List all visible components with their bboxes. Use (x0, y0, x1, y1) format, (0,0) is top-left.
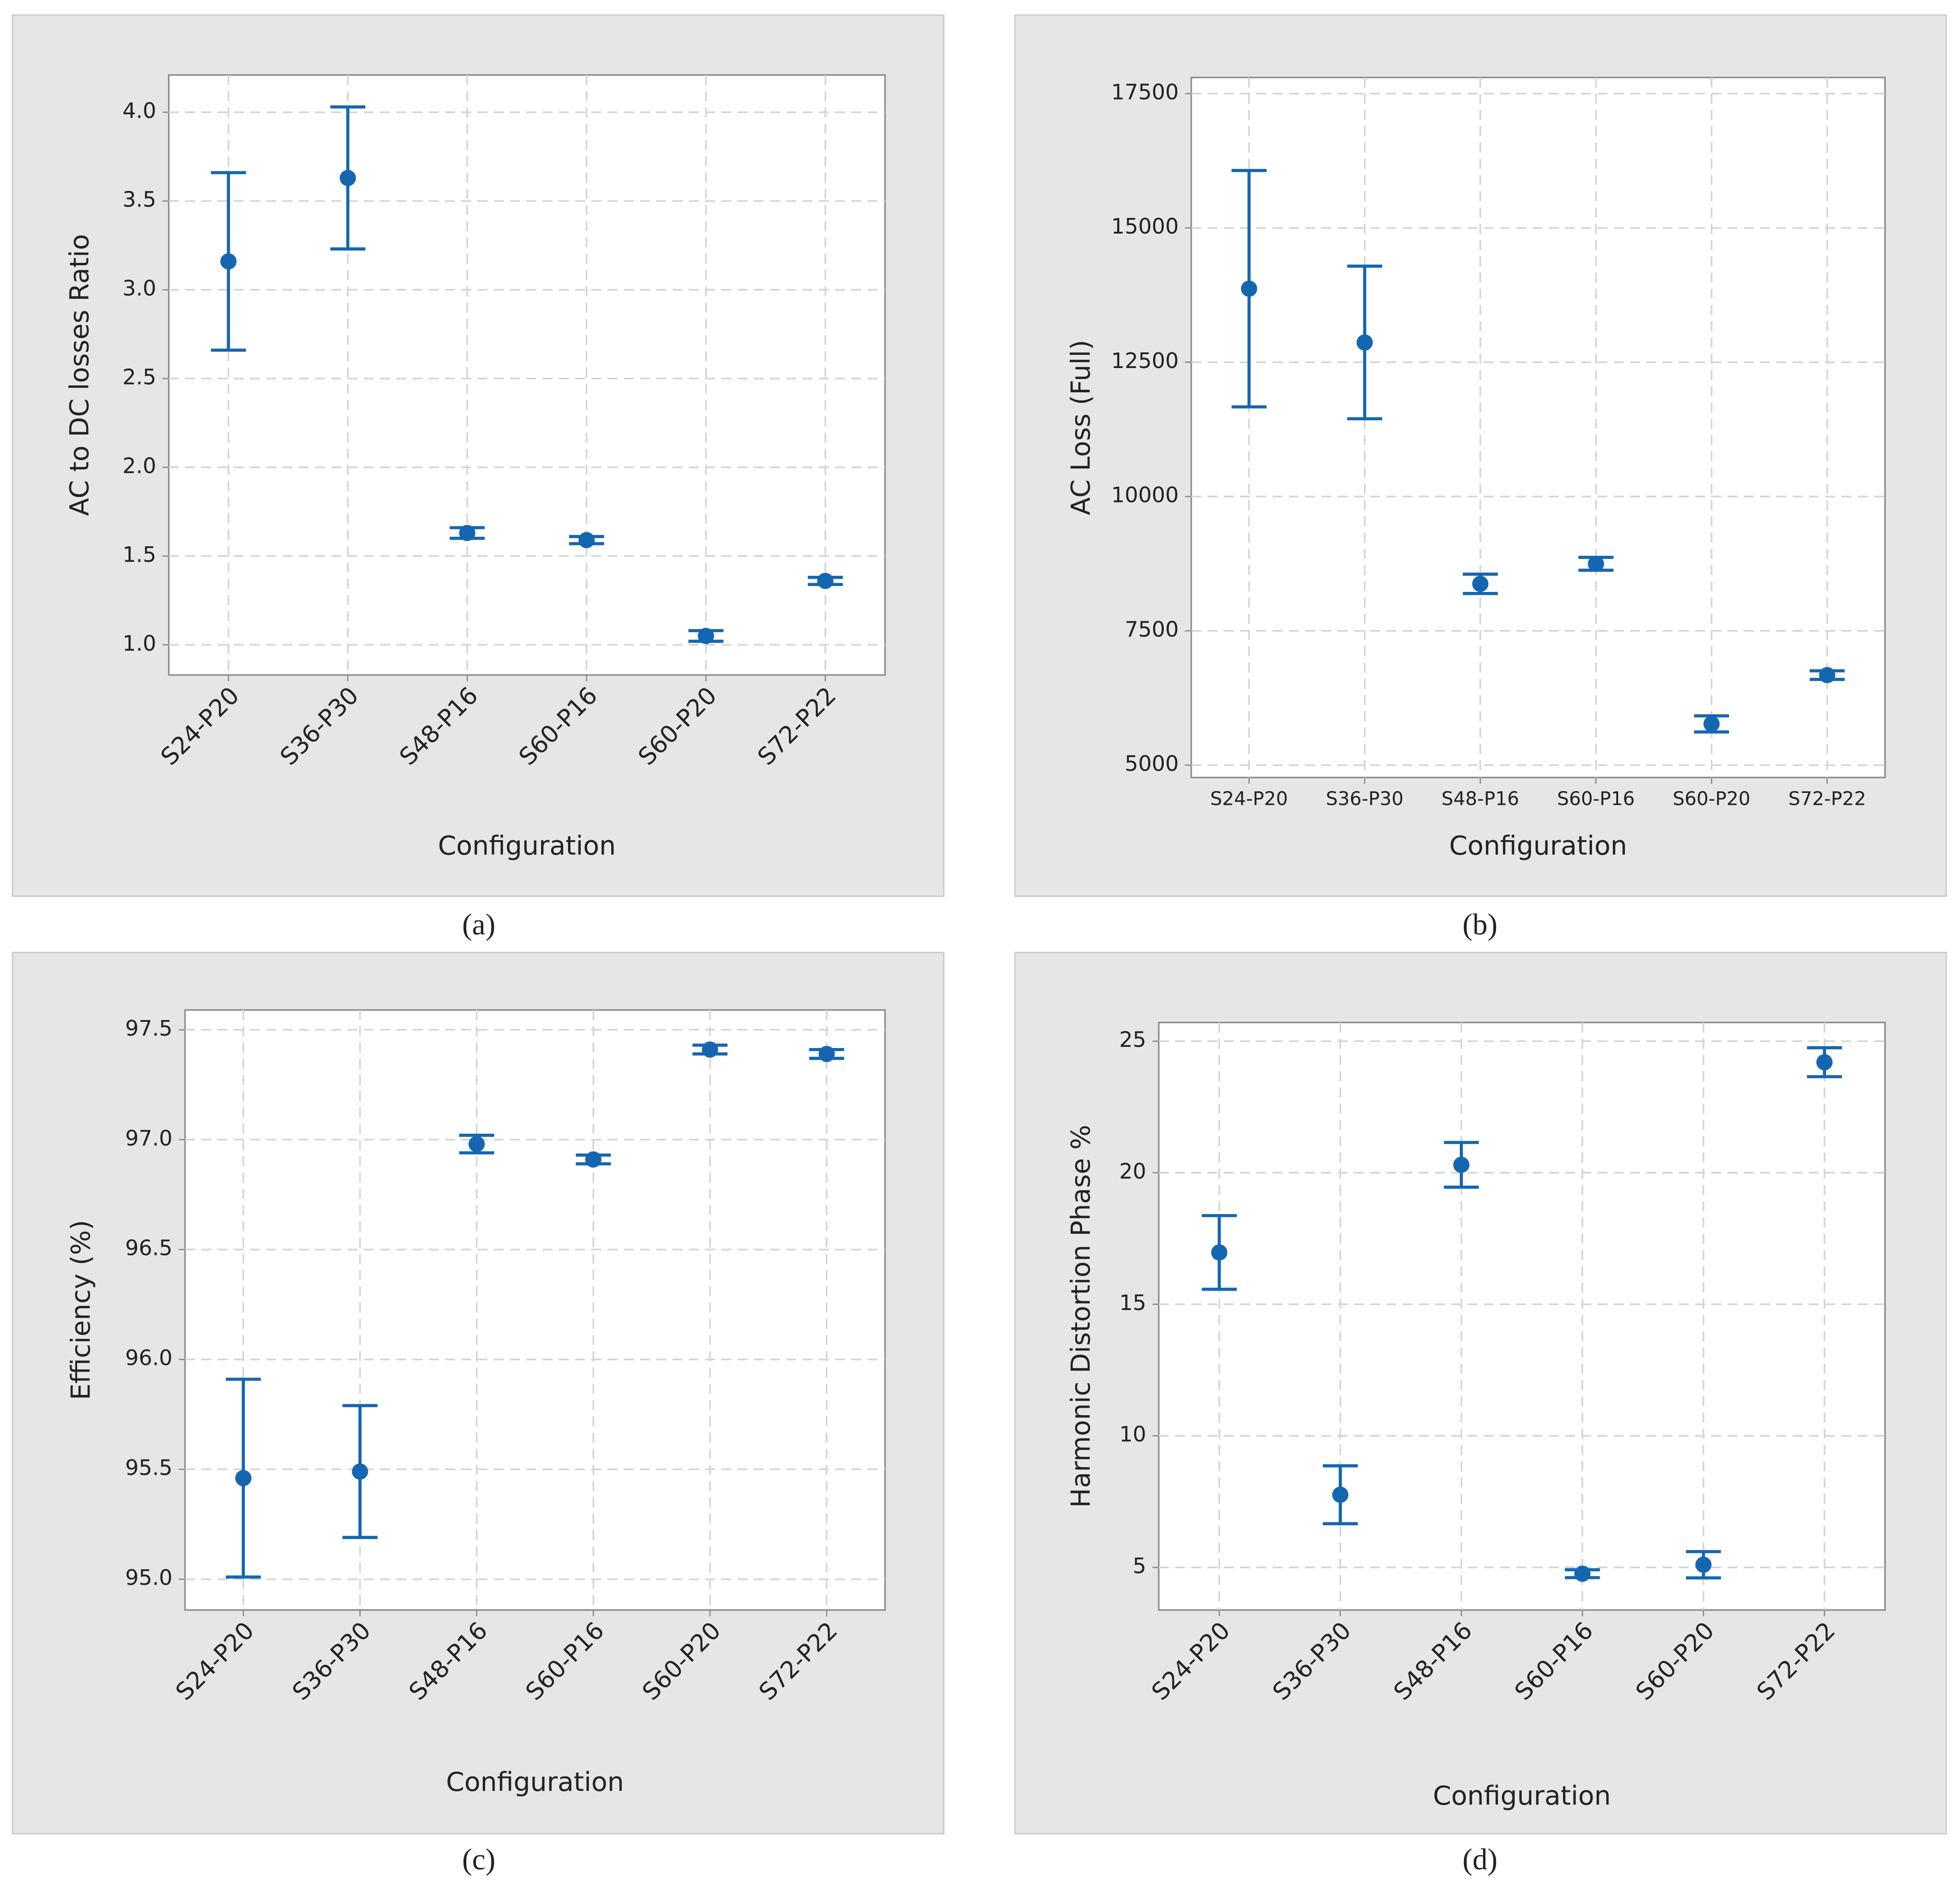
y-tick-label: 3.5 (123, 187, 156, 212)
point (1816, 1054, 1833, 1070)
y-tick-label: 7500 (1125, 617, 1179, 641)
point (220, 253, 237, 270)
y-tick-label: 12500 (1111, 348, 1178, 373)
plot-area (1190, 77, 1886, 779)
point (1211, 1244, 1228, 1261)
point (1695, 1556, 1712, 1573)
point (340, 170, 356, 186)
y-tick-label: 97.0 (125, 1126, 173, 1150)
x-tick-label: S60-P20 (1673, 787, 1750, 809)
x-tick-label: S72-P22 (1788, 787, 1866, 809)
point (578, 532, 595, 548)
point (1357, 334, 1373, 351)
y-tick-label: 5 (1133, 1553, 1146, 1578)
point (1587, 556, 1604, 572)
y-tick-label: 10000 (1111, 483, 1178, 507)
y-tick-label: 95.5 (125, 1455, 173, 1480)
x-axis-label: Configuration (1433, 1781, 1611, 1811)
y-tick-label: 15000 (1111, 214, 1178, 239)
point (1819, 667, 1836, 684)
y-tick-label: 5000 (1125, 751, 1179, 776)
point (352, 1463, 369, 1480)
x-tick-label: S24-P20 (1210, 787, 1288, 809)
y-tick-label: 10 (1119, 1422, 1146, 1447)
point (468, 1136, 485, 1153)
point (698, 628, 715, 644)
point (585, 1151, 602, 1168)
point (1453, 1156, 1470, 1173)
plot-area (168, 74, 886, 676)
x-tick-label: S48-P16 (1441, 787, 1519, 809)
y-tick-label: 2.5 (123, 364, 156, 389)
y-axis-label: Efficiency (%) (66, 1220, 96, 1400)
y-tick-label: 2.0 (123, 453, 156, 478)
y-tick-label: 96.0 (125, 1345, 173, 1370)
x-axis-label: Configuration (438, 831, 616, 861)
plot-area (184, 1009, 886, 1611)
y-tick-label: 97.5 (125, 1016, 173, 1041)
y-tick-label: 25 (1119, 1027, 1146, 1052)
y-tick-label: 20 (1119, 1159, 1146, 1183)
y-axis-label: AC to DC losses Ratio (65, 234, 95, 516)
point (1574, 1565, 1591, 1582)
y-tick-label: 1.0 (123, 631, 156, 656)
y-axis-label: AC Loss (Full) (1066, 340, 1096, 515)
point (459, 524, 475, 541)
panel-caption: (a) (462, 908, 496, 941)
x-tick-label: S60-P16 (1557, 787, 1635, 809)
point (235, 1470, 251, 1487)
panel-caption: (b) (1463, 908, 1497, 941)
panel-caption: (d) (1463, 1843, 1497, 1876)
point (1241, 280, 1257, 297)
y-tick-label: 95.0 (125, 1565, 173, 1590)
point (1703, 715, 1720, 732)
y-tick-label: 17500 (1111, 80, 1178, 105)
panel-caption: (c) (462, 1843, 496, 1876)
y-tick-label: 1.5 (123, 542, 156, 567)
y-axis-label: Harmonic Distortion Phase % (1066, 1125, 1096, 1508)
point (702, 1041, 718, 1058)
x-tick-label: S36-P30 (1326, 787, 1403, 809)
plot-area (1158, 1021, 1886, 1611)
x-axis-label: Configuration (446, 1767, 624, 1797)
y-tick-label: 15 (1119, 1290, 1146, 1315)
y-tick-label: 4.0 (123, 98, 156, 123)
point (818, 1046, 835, 1062)
y-tick-label: 3.0 (123, 276, 156, 301)
point (1472, 575, 1489, 592)
point (817, 573, 834, 589)
point (1332, 1486, 1349, 1503)
x-axis-label: Configuration (1449, 831, 1627, 861)
y-tick-label: 96.5 (125, 1236, 173, 1260)
